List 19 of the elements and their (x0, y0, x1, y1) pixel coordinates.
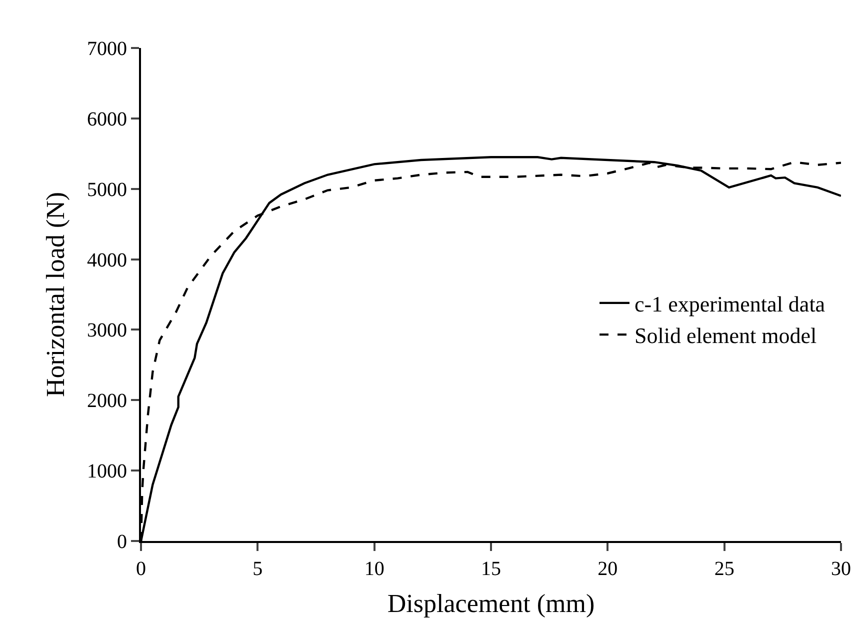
y-tick-label: 0 (117, 531, 127, 553)
x-tick-label: 5 (252, 558, 263, 580)
y-tick-label: 2000 (87, 390, 127, 412)
legend-label: Solid element model (634, 323, 817, 348)
y-tick-label: 3000 (87, 320, 127, 342)
x-tick-label: 25 (714, 558, 734, 580)
y-tick-label: 7000 (87, 38, 127, 60)
x-tick-label: 10 (364, 558, 384, 580)
y-tick-label: 1000 (87, 460, 127, 483)
y-tick-label: 4000 (87, 249, 127, 272)
y-tick-label: 6000 (87, 108, 127, 130)
x-tick-label: 15 (481, 558, 501, 580)
x-axis-title: Displacement (mm) (387, 589, 595, 618)
y-axis-title: Horizontal load (N) (40, 192, 70, 398)
x-tick-label: 30 (831, 558, 851, 580)
legend-label: c-1 experimental data (634, 292, 826, 317)
x-tick-label: 0 (136, 558, 146, 580)
y-tick-label: 5000 (87, 178, 127, 201)
x-tick-label: 20 (598, 558, 618, 580)
